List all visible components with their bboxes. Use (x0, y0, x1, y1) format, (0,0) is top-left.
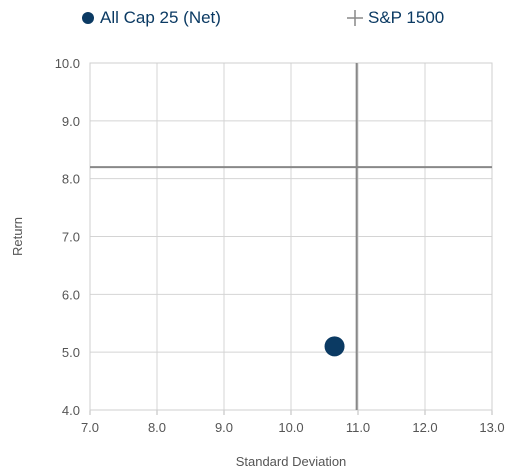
x-tick-label: 13.0 (479, 420, 504, 435)
grid-lines (89, 62, 493, 415)
circle-marker-icon (82, 12, 94, 24)
y-axis-tick-labels: 4.0 5.0 6.0 7.0 8.0 9.0 10.0 (55, 56, 80, 418)
benchmark-crosshair (90, 63, 492, 410)
x-tick-label: 12.0 (412, 420, 437, 435)
data-points (324, 336, 345, 357)
x-tick-label: 10.0 (278, 420, 303, 435)
legend-item-sp-1500: S&P 1500 (346, 8, 444, 28)
y-axis-title: Return (10, 217, 25, 256)
cross-marker-icon (347, 10, 363, 26)
y-tick-label: 8.0 (62, 172, 80, 187)
x-axis-tick-labels: 7.0 8.0 9.0 10.0 11.0 12.0 13.0 (81, 420, 505, 435)
x-axis-title: Standard Deviation (236, 454, 347, 469)
y-tick-label: 5.0 (62, 345, 80, 360)
legend-label-all-cap-25: All Cap 25 (Net) (100, 8, 221, 27)
plot-area-border (89, 62, 493, 411)
legend-item-all-cap-25: All Cap 25 (Net) (82, 8, 221, 28)
legend: All Cap 25 (Net) S&P 1500 (0, 8, 507, 32)
y-tick-label: 6.0 (62, 287, 80, 302)
y-tick-label: 10.0 (55, 56, 80, 71)
legend-label-sp-1500: S&P 1500 (368, 8, 445, 27)
x-tick-label: 9.0 (215, 420, 233, 435)
x-tick-label: 7.0 (81, 420, 99, 435)
y-tick-label: 7.0 (62, 230, 80, 245)
x-tick-label: 11.0 (346, 420, 370, 435)
data-point-all-cap-25 (324, 336, 345, 357)
x-tick-label: 8.0 (148, 420, 166, 435)
y-tick-label: 9.0 (62, 114, 80, 129)
y-tick-label: 4.0 (62, 403, 80, 418)
